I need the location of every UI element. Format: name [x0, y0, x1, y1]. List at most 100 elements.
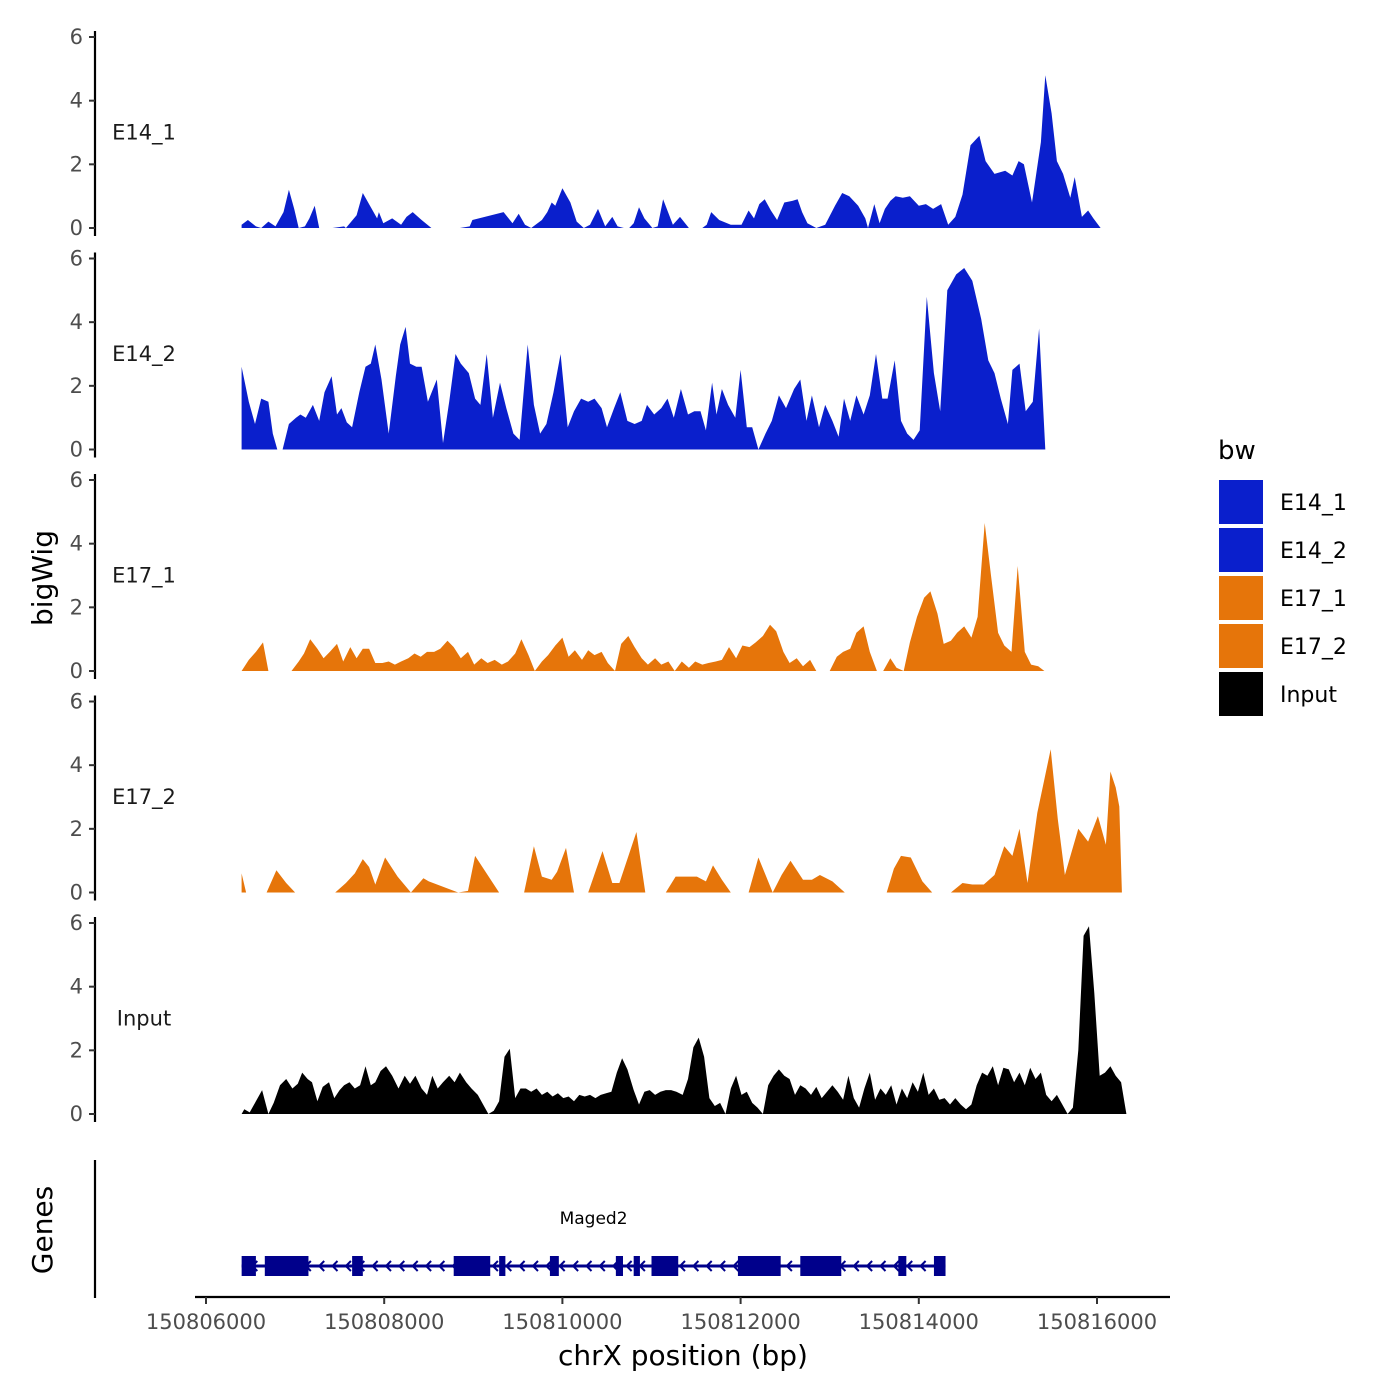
- x-tick-label: 150816000: [1037, 1310, 1157, 1334]
- x-tick-label: 150808000: [324, 1310, 444, 1334]
- gene-track-axis-title: Genes: [26, 1186, 59, 1274]
- track-label: E17_2: [112, 785, 176, 810]
- exon: [453, 1256, 491, 1276]
- track-e14-1: 0 2 4 6 E14_1: [70, 25, 1128, 240]
- exon: [737, 1256, 781, 1276]
- strand-arrow: [879, 1260, 887, 1272]
- exon: [651, 1256, 679, 1276]
- legend-label: Input: [1280, 683, 1337, 708]
- strand-arrow: [905, 1260, 913, 1272]
- exon: [499, 1256, 506, 1276]
- strand-arrow: [544, 1260, 553, 1272]
- y-tick-label: 4: [70, 975, 83, 999]
- strand-arrow: [424, 1260, 432, 1272]
- exon: [241, 1256, 256, 1276]
- strand-arrow: [732, 1260, 740, 1272]
- y-tick-label: 2: [70, 595, 83, 619]
- strand-arrow: [785, 1260, 793, 1272]
- track-label: E17_1: [112, 564, 176, 589]
- exon: [633, 1256, 640, 1276]
- strand-arrow: [625, 1260, 633, 1272]
- track-label: E14_2: [112, 342, 176, 367]
- strand-arrow: [397, 1260, 406, 1272]
- y-tick-label: 6: [70, 247, 83, 271]
- x-axis-title: chrX position (bp): [558, 1339, 808, 1372]
- y-tick-label: 0: [70, 659, 83, 683]
- y-tick-label: 4: [70, 753, 83, 777]
- track-e14-2: 0 2 4 6 E14_2: [70, 247, 1128, 462]
- y-tick-label: 6: [70, 690, 83, 714]
- legend-swatch: [1219, 576, 1263, 620]
- legend-swatch: [1219, 480, 1263, 524]
- y-tick-label: 0: [70, 881, 83, 905]
- legend-label: E17_2: [1280, 635, 1347, 660]
- strand-arrow: [571, 1260, 579, 1272]
- x-tick-label: 150810000: [502, 1310, 622, 1334]
- signal-area: [241, 268, 1128, 450]
- y-tick-label: 4: [70, 310, 83, 334]
- y-tick-label: 6: [70, 25, 83, 49]
- y-tick-label: 4: [70, 89, 83, 113]
- legend-label: E14_2: [1280, 539, 1347, 564]
- y-tick-label: 2: [70, 374, 83, 398]
- strand-arrow: [558, 1260, 566, 1272]
- gene-track: Maged2: [93, 1160, 946, 1298]
- legend: bw E14_1 E14_2 E17_1 E17_2 Input: [1218, 436, 1347, 716]
- track-e17-2: 0 2 4 6 E17_2: [70, 690, 1122, 905]
- x-tick-label: 150814000: [859, 1310, 979, 1334]
- strand-arrow: [331, 1260, 339, 1272]
- y-tick-label: 0: [70, 216, 83, 240]
- strand-arrow: [852, 1260, 860, 1272]
- strand-arrow: [691, 1260, 700, 1272]
- exon: [898, 1256, 907, 1276]
- strand-arrow: [585, 1260, 593, 1272]
- track-label: E14_1: [112, 121, 176, 146]
- strand-arrow: [598, 1260, 606, 1272]
- signal-area: [241, 749, 1122, 893]
- strand-arrow: [705, 1260, 713, 1272]
- signal-area: [241, 523, 1128, 671]
- y-tick-label: 0: [70, 1102, 83, 1126]
- strand-arrow: [518, 1260, 526, 1272]
- track-label: Input: [117, 1007, 171, 1031]
- exon: [352, 1256, 363, 1276]
- y-tick-label: 0: [70, 438, 83, 462]
- legend-swatch: [1219, 672, 1263, 716]
- strand-arrow: [371, 1260, 379, 1272]
- strand-arrow: [437, 1260, 446, 1272]
- strand-arrow: [718, 1260, 726, 1272]
- y-tick-label: 2: [70, 817, 83, 841]
- y-tick-label: 2: [70, 152, 83, 176]
- x-axis: 150806000 150808000 150810000 150812000 1508…: [146, 1295, 1170, 1334]
- legend-swatch: [1219, 624, 1263, 668]
- legend-label: E14_1: [1280, 491, 1347, 516]
- strand-arrow: [504, 1260, 513, 1272]
- gene-name-label: Maged2: [560, 1209, 628, 1229]
- signal-area: [241, 926, 1127, 1114]
- y-tick-label: 2: [70, 1038, 83, 1062]
- strand-arrow: [344, 1260, 352, 1272]
- track-e17-1: 0 2 4 6 E17_1: [70, 468, 1128, 683]
- legend-swatch: [1219, 528, 1263, 572]
- strand-arrow: [678, 1260, 686, 1272]
- exon: [549, 1256, 559, 1276]
- exon: [800, 1256, 842, 1276]
- strand-arrow: [411, 1260, 419, 1272]
- y-tick-label: 6: [70, 911, 83, 935]
- strand-arrow: [865, 1260, 873, 1272]
- x-tick-label: 150806000: [146, 1310, 266, 1334]
- track-input: 0 2 4 6 Input: [70, 911, 1127, 1126]
- strand-arrow: [491, 1260, 499, 1272]
- exon: [933, 1256, 946, 1276]
- exon: [264, 1256, 309, 1276]
- y-tick-label: 4: [70, 532, 83, 556]
- strand-arrow: [384, 1260, 392, 1272]
- x-tick-label: 150812000: [680, 1310, 800, 1334]
- legend-label: E17_1: [1280, 587, 1347, 612]
- strand-arrow: [317, 1260, 325, 1272]
- bigwig-tracks: 0 2 4 6 E14_1 0 2 4 6 E14_2 0 2 4 6 E17_1 0 2 4 6 E17_2 0 2 4 6…: [70, 25, 1128, 1126]
- strand-arrow: [892, 1260, 900, 1272]
- y-axis-title: bigWig: [26, 530, 59, 626]
- strand-arrow: [531, 1260, 539, 1272]
